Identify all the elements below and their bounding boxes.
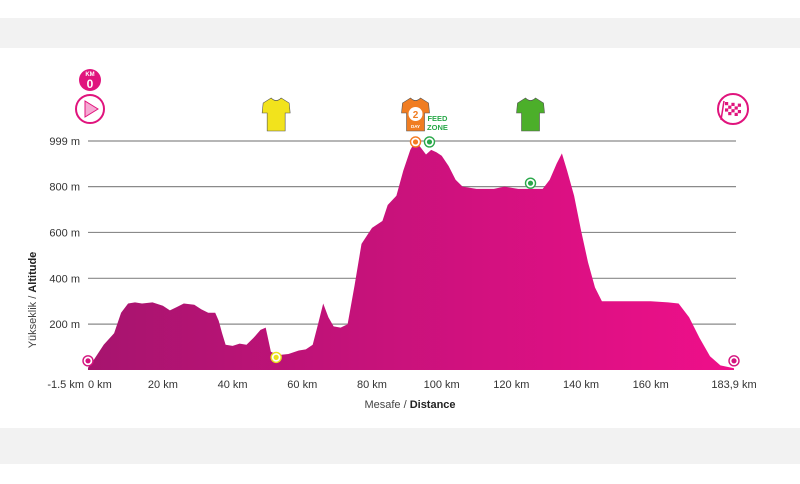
marker-dot-5 [731,358,737,364]
x-tick-label-7: 120 km [493,379,529,391]
marker-dot-0 [85,358,91,364]
x-tick-label-5: 80 km [357,379,387,391]
day-number: 2 [413,110,419,121]
flag-square-1-1 [728,105,732,109]
markers [82,136,740,367]
x-tick-label-1: 0 km [88,379,112,391]
marker-dot-4 [527,180,534,186]
y-tick-label-0: 200 m [49,319,80,331]
x-tick-label-0: -1.5 km [47,379,84,391]
x-tick-label-9: 160 km [633,379,669,391]
yellow-jersey-icon [261,97,291,132]
green-jersey-icon [516,97,545,132]
x-tick-label-8: 140 km [563,379,599,391]
bottom-band [0,428,800,464]
x-tick-label-2: 20 km [148,379,178,391]
x-axis-title: Mesafe / Distance [364,399,455,411]
km0-label: KM [85,72,94,78]
km0-number: 0 [87,77,94,91]
x-tick-label-6: 100 km [424,379,460,391]
flag-square-1-3 [734,106,738,110]
flag-square-2-2 [731,109,735,113]
day-badge [408,107,423,121]
play-icon [84,100,99,118]
flag-square-0-4 [737,103,741,107]
flag-square-0-2 [731,102,735,106]
marker-dot-1 [273,354,279,360]
y-tick-label-1: 400 m [49,273,80,285]
y-axis-title: Yükseklik / Altitude [27,252,39,349]
feed-zone-line1: FEED [427,114,448,123]
flag-square-2-4 [737,110,741,114]
km0-badge [79,69,101,91]
x-axis-ticks: -1.5 km 0 km 20 km 40 km 60 km 80 km 100 km 120… [47,379,756,391]
y-tick-label-3: 800 m [49,182,80,194]
flag-square-2-0 [725,108,729,112]
y-tick-label-2: 600 m [49,227,80,239]
x-tick-label-4: 60 km [287,379,317,391]
y-tick-label-4: 999 m [49,136,80,148]
marker-dot-2 [412,139,419,145]
feed-zone-line2: ZONE [427,123,448,132]
flag-square-3-1 [728,112,732,116]
x-tick-label-10: 183,9 km [711,379,756,391]
finish-flag-icon [717,93,749,125]
flag-square-3-3 [734,112,738,116]
marker-dot-3 [426,139,433,145]
flag-pole [720,100,725,121]
x-tick-label-3: 40 km [218,379,248,391]
flag-square-0-0 [725,102,729,106]
elevation-area [88,141,734,370]
top-band [0,18,800,48]
day-label: DAY [411,124,420,129]
